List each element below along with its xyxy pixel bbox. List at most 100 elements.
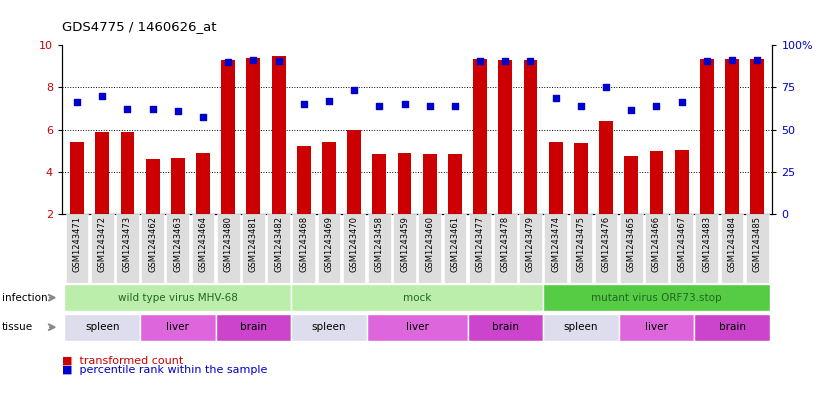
Text: liver: liver [406,322,429,332]
Bar [192,214,215,283]
Bar [544,214,567,283]
Text: GSM1243480: GSM1243480 [224,216,233,272]
Text: GSM1243458: GSM1243458 [375,216,384,272]
Text: GSM1243482: GSM1243482 [274,216,283,272]
Point [600,84,613,90]
Text: GSM1243469: GSM1243469 [325,216,334,272]
Text: GSM1243468: GSM1243468 [299,216,308,272]
Bar [242,214,264,283]
Point [121,105,134,112]
Bar [66,214,88,283]
Text: GSM1243464: GSM1243464 [198,216,207,272]
Point [675,99,688,105]
Bar [675,150,689,214]
Text: spleen: spleen [563,322,598,332]
Bar [750,59,764,214]
Text: ■  percentile rank within the sample: ■ percentile rank within the sample [62,365,268,375]
Point [473,58,487,64]
Point [700,58,714,64]
Bar [469,214,491,283]
Text: GSM1243473: GSM1243473 [123,216,132,272]
Text: GSM1243483: GSM1243483 [702,216,711,272]
Text: wild type virus MHV-68: wild type virus MHV-68 [118,293,238,303]
Bar [574,143,588,214]
Text: brain: brain [719,322,746,332]
Point [449,103,462,110]
Bar [444,214,466,283]
Bar [619,314,694,341]
Point [549,95,563,101]
Bar [322,142,336,214]
Bar [347,130,361,214]
Bar [543,314,619,341]
Bar [494,214,516,283]
Bar [367,314,468,341]
Text: GSM1243465: GSM1243465 [627,216,636,272]
Bar [720,214,743,283]
Bar [64,314,140,341]
Bar [91,214,114,283]
Text: GSM1243481: GSM1243481 [249,216,258,272]
Point [146,105,159,112]
Bar [595,214,617,283]
Point [499,58,512,64]
Bar [343,214,365,283]
Point [423,103,436,110]
Text: ■  transformed count: ■ transformed count [62,356,183,365]
Bar [246,58,260,214]
Bar [468,314,543,341]
Bar [64,284,292,311]
Point [398,101,411,107]
Bar [268,214,290,283]
Bar [196,153,210,214]
Text: GSM1243472: GSM1243472 [97,216,107,272]
Point [322,98,335,104]
Text: mock: mock [403,293,431,303]
Text: GDS4775 / 1460626_at: GDS4775 / 1460626_at [62,20,216,33]
Text: GSM1243479: GSM1243479 [526,216,535,272]
Text: GSM1243460: GSM1243460 [425,216,434,272]
Bar [167,214,189,283]
Bar [520,214,542,283]
Point [624,107,638,113]
Bar [297,145,311,214]
Bar [221,60,235,214]
Text: GSM1243474: GSM1243474 [551,216,560,272]
Point [574,103,587,110]
Text: liver: liver [645,322,668,332]
Bar [397,153,411,214]
Bar [95,132,109,214]
Bar [645,214,667,283]
Bar [695,214,718,283]
Bar [548,142,563,214]
Point [348,86,361,93]
Text: GSM1243476: GSM1243476 [601,216,610,272]
Point [650,103,663,110]
Bar [272,56,286,214]
Point [96,93,109,99]
Bar [141,214,164,283]
Text: GSM1243463: GSM1243463 [173,216,183,272]
Text: mutant virus ORF73.stop: mutant virus ORF73.stop [591,293,722,303]
Bar [543,284,770,311]
Bar [746,214,768,283]
Bar [419,214,441,283]
Text: GSM1243466: GSM1243466 [652,216,661,272]
Text: brain: brain [240,322,267,332]
Text: GSM1243484: GSM1243484 [728,216,737,272]
Point [373,103,386,110]
Text: GSM1243470: GSM1243470 [349,216,358,272]
Text: GSM1243475: GSM1243475 [577,216,586,272]
Bar [140,314,216,341]
Bar [121,132,135,214]
Point [297,101,311,107]
Text: tissue: tissue [2,322,33,332]
Text: GSM1243478: GSM1243478 [501,216,510,272]
Bar [217,214,240,283]
Text: spleen: spleen [85,322,120,332]
Bar [448,154,462,214]
Point [221,59,235,65]
Bar [145,159,159,214]
Bar [116,214,139,283]
Text: GSM1243471: GSM1243471 [73,216,82,272]
